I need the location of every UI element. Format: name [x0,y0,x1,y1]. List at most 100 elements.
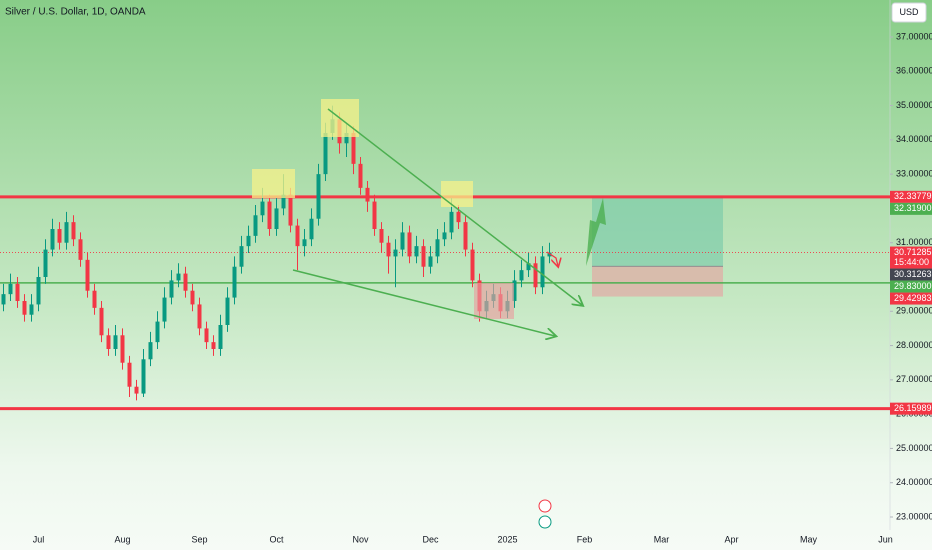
candle-body [232,266,237,298]
y-tick-label: 29.00000 [896,306,932,316]
price-label-box [890,246,932,269]
candle-body [351,133,356,164]
candle-body [71,222,76,240]
candle-body [141,359,146,394]
projection-arrow [546,251,558,266]
price-label: 29.42983 [894,293,932,303]
y-tick-label: 28.00000 [896,340,932,350]
candle-body [15,283,20,301]
candle-body [169,280,174,298]
candle-body [197,304,202,329]
candle-body [8,283,13,295]
highlight-box [474,283,514,319]
price-label: 32.33779 [894,191,932,201]
x-tick-label: May [800,534,818,544]
candle-body [274,208,279,229]
candle-body [1,294,6,305]
projection-arrow [586,198,606,266]
drawings [252,99,606,529]
price-label: 30.71285 [894,247,932,257]
candle-body [246,235,251,247]
y-tick-label: 36.00000 [896,66,932,76]
candle-body [519,270,524,281]
price-label-box [890,268,932,281]
x-tick-label: Nov [352,534,369,544]
candle-body [428,256,433,267]
candle-body [127,362,132,387]
y-tick-label: 25.00000 [896,443,932,453]
y-tick-label: 23.00000 [896,511,932,521]
candle-body [43,249,48,277]
x-tick-label: Feb [577,534,593,544]
chart-title: Silver / U.S. Dollar, 1D, OANDA [5,7,146,18]
event-icon[interactable] [538,499,552,513]
candle-body [29,304,34,315]
event-icon[interactable] [538,515,552,529]
candle-body [302,239,307,247]
candle-body [393,249,398,257]
highlight-box [441,181,473,207]
price-label-box [890,292,932,305]
price-label: 29.83000 [894,281,932,291]
candle-body [239,246,244,267]
candle-body [400,232,405,250]
trend-line [327,108,582,305]
candle-body [148,342,153,360]
candle-body [414,246,419,257]
candle-body [183,273,188,291]
candle-body [470,249,475,281]
y-tick-label: 27.00000 [896,374,932,384]
price-label: 30.31263 [894,269,932,279]
candle-body [85,259,90,291]
candle-body [106,335,111,349]
x-tick-label: Oct [269,534,284,544]
price-label-box [890,402,932,415]
trend-line [292,269,555,336]
candle-body [162,297,167,322]
x-tick-label: Dec [422,534,439,544]
y-tick-label: 34.00000 [896,134,932,144]
y-tick-label: 24.00000 [896,477,932,487]
candle-body [92,290,97,308]
candle-body [463,222,468,250]
candle-body [36,277,41,305]
candle-body [225,297,230,325]
candle-body [267,201,272,229]
x-tick-label: Apr [724,534,738,544]
candle-body [379,229,384,243]
candle-body [540,256,545,288]
price-label-box [890,280,932,293]
candle-body [253,215,258,236]
candle-body [155,321,160,343]
candle-body [547,252,552,257]
candle-body [218,325,223,349]
candle-body [435,239,440,257]
currency-button[interactable] [891,2,927,23]
y-tick-label: 37.00000 [896,31,932,41]
candle-body [64,222,69,243]
candle-body [288,194,293,226]
candle-body [533,263,538,288]
y-tick-label: 33.00000 [896,169,932,179]
y-tick-label: 35.00000 [896,100,932,110]
candle-body [260,201,265,216]
candle-body [372,201,377,229]
y-tick-label: 31.00000 [896,237,932,247]
price-label-box [890,202,932,215]
candle-body [526,263,531,271]
x-tick-label: Jun [878,534,893,544]
candle-body [344,133,349,144]
loss-zone [592,266,723,297]
candle-body [421,246,426,267]
profit-zone [592,197,723,267]
candle-body [176,273,181,281]
candle-body [323,133,328,175]
candle-body [190,290,195,305]
candle-body [316,174,321,219]
candle-body [386,242,391,257]
candle-body [309,218,314,240]
plot: 23.0000024.0000025.0000026.0000027.00000… [0,31,932,544]
